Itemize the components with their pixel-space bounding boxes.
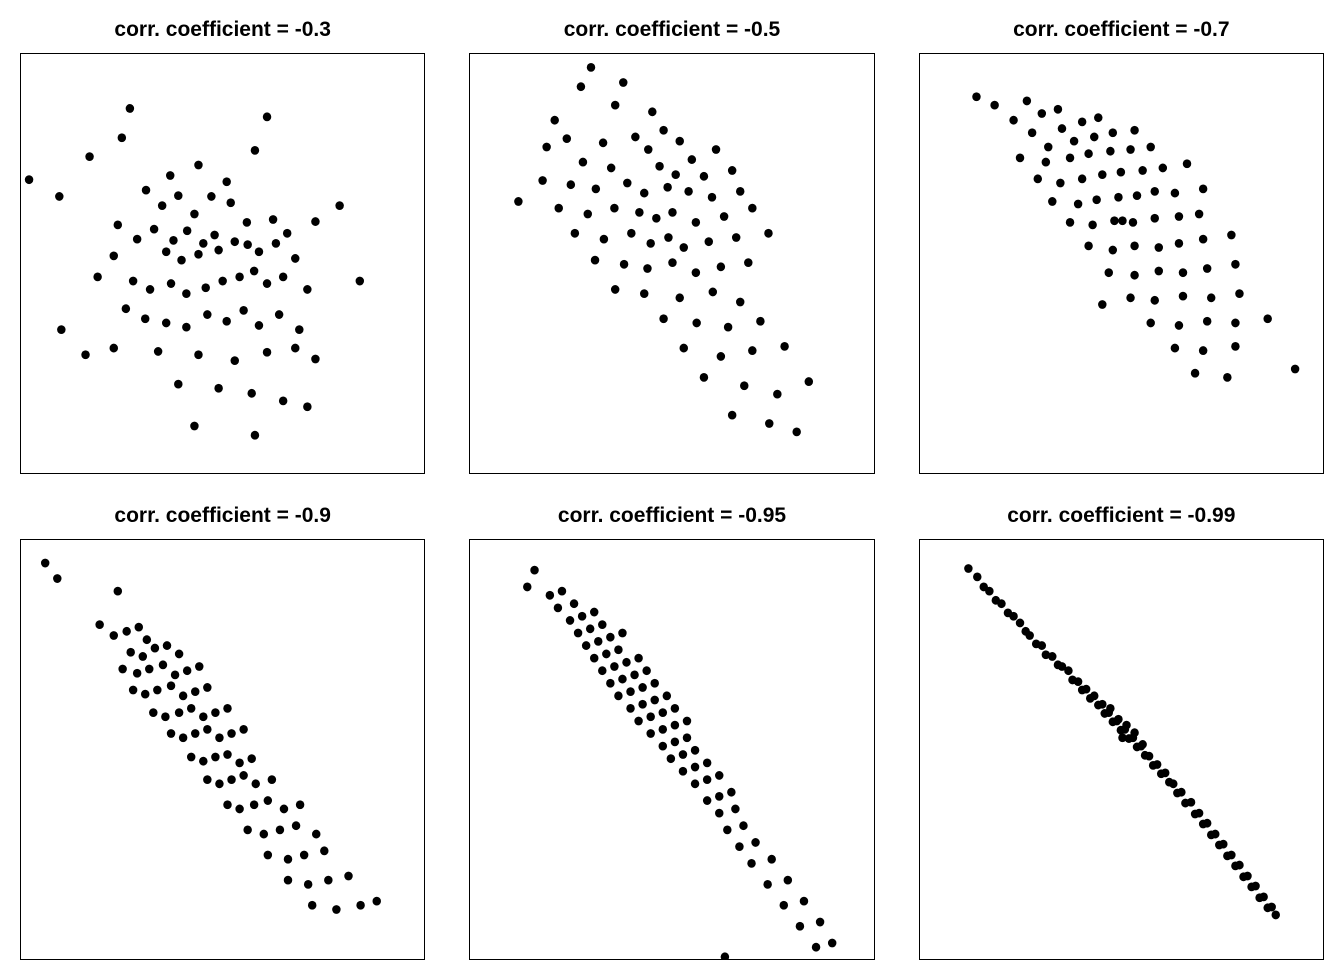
scatter-panel-2: corr. coefficient = -0.5 bbox=[469, 14, 875, 474]
plot-frame bbox=[918, 539, 1324, 960]
scatter-plot bbox=[971, 92, 1300, 382]
panel-title: corr. coefficient = -0.9 bbox=[114, 504, 331, 527]
scatter-plot bbox=[963, 564, 1280, 920]
scatter-panel-3: corr. coefficient = -0.7 bbox=[918, 14, 1324, 474]
panel-title: corr. coefficient = -0.95 bbox=[557, 504, 787, 527]
scatter-plot bbox=[523, 565, 837, 959]
plot-frame bbox=[20, 539, 426, 960]
scatter-panel-5: corr. coefficient = -0.95 bbox=[469, 500, 875, 960]
plot-frame bbox=[469, 53, 875, 474]
scatter-panel-1: corr. coefficient = -0.3 bbox=[20, 14, 426, 474]
scatter-plot bbox=[40, 558, 381, 914]
scatter-plot bbox=[24, 104, 365, 440]
plot-frame bbox=[20, 53, 426, 474]
scatter-panel-6: corr. coefficient = -0.99 bbox=[918, 500, 1324, 960]
panel-title: corr. coefficient = -0.99 bbox=[1007, 504, 1236, 527]
scatter-plot bbox=[514, 63, 814, 437]
plot-frame bbox=[918, 53, 1324, 474]
plot-frame bbox=[469, 539, 875, 960]
panel-title: corr. coefficient = -0.5 bbox=[563, 18, 781, 41]
panel-title: corr. coefficient = -0.7 bbox=[1013, 18, 1230, 41]
scatter-panel-4: corr. coefficient = -0.9 bbox=[20, 500, 426, 960]
panel-title: corr. coefficient = -0.3 bbox=[114, 18, 331, 41]
